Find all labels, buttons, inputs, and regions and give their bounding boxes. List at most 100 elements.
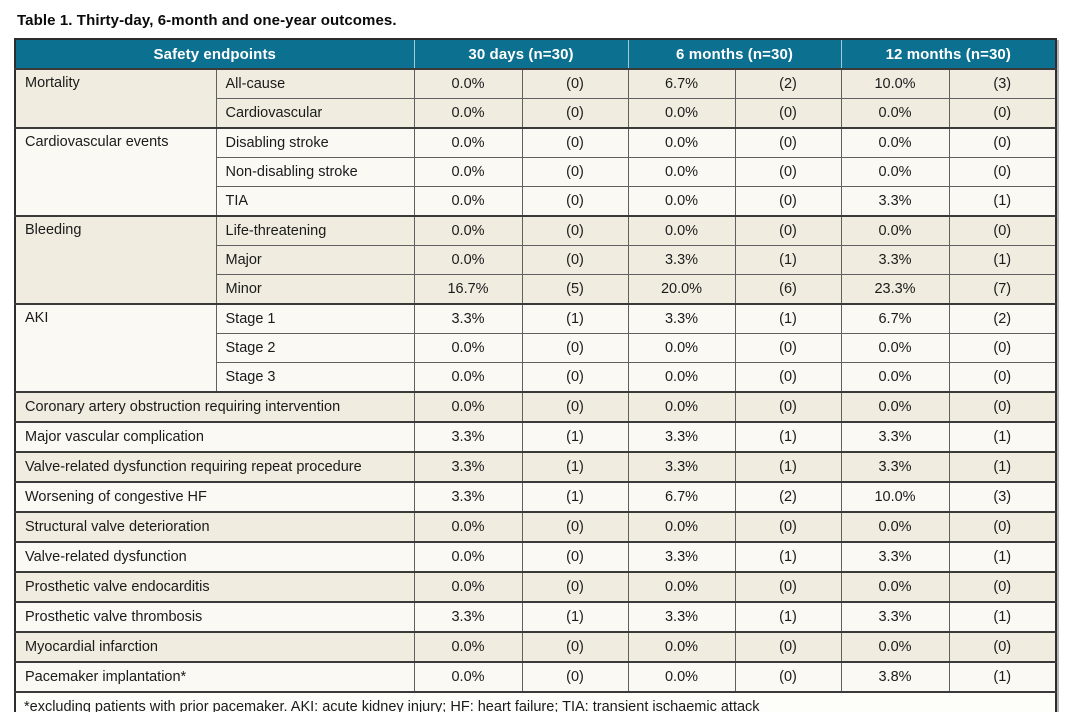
- percent-cell: 3.3%: [627, 451, 736, 483]
- count-cell: (0): [521, 391, 629, 423]
- column-header-safety-endpoints: Safety endpoints: [15, 39, 415, 69]
- percent-cell: 23.3%: [840, 274, 950, 305]
- percent-cell: 3.3%: [627, 303, 736, 334]
- percent-cell: 0.0%: [627, 362, 736, 393]
- table-header-row: Safety endpoints 30 days (n=30) 6 months…: [15, 39, 1057, 69]
- count-cell: (0): [521, 157, 629, 187]
- count-cell: (0): [521, 571, 629, 603]
- percent-cell: 3.3%: [840, 421, 950, 453]
- percent-cell: 3.3%: [413, 481, 523, 513]
- count-cell: (1): [734, 601, 842, 633]
- percent-cell: 3.3%: [840, 245, 950, 275]
- count-cell: (0): [948, 362, 1057, 393]
- category-cell: Bleeding: [14, 215, 217, 305]
- count-cell: (1): [734, 421, 842, 453]
- percent-cell: 0.0%: [627, 333, 736, 363]
- percent-cell: 6.7%: [627, 481, 736, 513]
- table-row: Minor 16.7% (5) 20.0% (6) 23.3% (7): [15, 274, 1057, 305]
- percent-cell: 0.0%: [627, 391, 736, 423]
- count-cell: (2): [948, 303, 1057, 334]
- endpoint-label-cell: Cardiovascular: [215, 98, 415, 129]
- percent-cell: 3.3%: [840, 451, 950, 483]
- count-cell: (0): [521, 186, 629, 217]
- percent-cell: 0.0%: [413, 362, 523, 393]
- count-cell: (3): [948, 481, 1057, 513]
- endpoint-label-cell: Stage 2: [215, 333, 415, 363]
- percent-cell: 0.0%: [840, 98, 950, 129]
- percent-cell: 0.0%: [413, 215, 523, 246]
- percent-cell: 0.0%: [413, 571, 523, 603]
- table-title: Table 1. Thirty-day, 6-month and one-yea…: [17, 12, 397, 29]
- count-cell: (1): [521, 421, 629, 453]
- percent-cell: 0.0%: [840, 631, 950, 663]
- percent-cell: 0.0%: [413, 245, 523, 275]
- count-cell: (0): [521, 631, 629, 663]
- count-cell: (0): [948, 98, 1057, 129]
- count-cell: (0): [734, 127, 842, 158]
- count-cell: (0): [948, 157, 1057, 187]
- count-cell: (7): [948, 274, 1057, 305]
- count-cell: (1): [948, 451, 1057, 483]
- count-cell: (1): [734, 245, 842, 275]
- endpoint-label-cell: Major: [215, 245, 415, 275]
- endpoint-label-cell: Valve-related dysfunction requiring repe…: [14, 451, 415, 483]
- percent-cell: 3.3%: [413, 303, 523, 334]
- count-cell: (0): [948, 215, 1057, 246]
- count-cell: (1): [948, 601, 1057, 633]
- count-cell: (6): [734, 274, 842, 305]
- count-cell: (0): [948, 571, 1057, 603]
- percent-cell: 3.3%: [413, 451, 523, 483]
- percent-cell: 0.0%: [840, 215, 950, 246]
- percent-cell: 0.0%: [840, 157, 950, 187]
- endpoint-label-cell: Non-disabling stroke: [215, 157, 415, 187]
- percent-cell: 0.0%: [413, 157, 523, 187]
- percent-cell: 0.0%: [413, 631, 523, 663]
- count-cell: (0): [948, 333, 1057, 363]
- table-row: Valve-related dysfunction requiring repe…: [14, 451, 1057, 483]
- count-cell: (2): [734, 481, 842, 513]
- count-cell: (0): [521, 215, 629, 246]
- footnote-row: *excluding patients with prior pacemaker…: [14, 691, 1057, 712]
- count-cell: (0): [521, 541, 629, 573]
- percent-cell: 0.0%: [413, 661, 523, 693]
- percent-cell: 0.0%: [627, 186, 736, 217]
- percent-cell: 0.0%: [627, 511, 736, 543]
- table-row: Prosthetic valve endocarditis 0.0% (0) 0.0%…: [14, 571, 1057, 603]
- endpoint-label-cell: Valve-related dysfunction: [14, 541, 415, 573]
- count-cell: (1): [948, 541, 1057, 573]
- percent-cell: 20.0%: [627, 274, 736, 305]
- percent-cell: 0.0%: [413, 127, 523, 158]
- percent-cell: 0.0%: [840, 571, 950, 603]
- category-cell: Cardiovascular events: [14, 127, 217, 217]
- percent-cell: 0.0%: [627, 215, 736, 246]
- endpoint-label-cell: Stage 1: [215, 303, 415, 334]
- endpoint-label-cell: Prosthetic valve endocarditis: [14, 571, 415, 603]
- endpoint-label-cell: Coronary artery obstruction requiring in…: [14, 391, 415, 423]
- table-row: Prosthetic valve thrombosis 3.3% (1) 3.3% (1…: [14, 601, 1057, 633]
- endpoint-label-cell: All-cause: [215, 68, 415, 99]
- table-row: Major vascular complication 3.3% (1) 3.3% (1…: [14, 421, 1057, 453]
- count-cell: (1): [734, 541, 842, 573]
- percent-cell: 0.0%: [413, 98, 523, 129]
- table-row: TIA 0.0% (0) 0.0% (0) 3.3% (1): [15, 186, 1057, 217]
- percent-cell: 3.3%: [627, 601, 736, 633]
- count-cell: (1): [948, 661, 1057, 693]
- count-cell: (1): [734, 303, 842, 334]
- count-cell: (0): [734, 631, 842, 663]
- count-cell: (0): [734, 362, 842, 393]
- percent-cell: 0.0%: [627, 571, 736, 603]
- count-cell: (1): [521, 451, 629, 483]
- column-header-12-months: 12 months (n=30): [840, 39, 1057, 69]
- percent-cell: 0.0%: [840, 511, 950, 543]
- percent-cell: 0.0%: [413, 333, 523, 363]
- count-cell: (0): [734, 186, 842, 217]
- endpoint-label-cell: Disabling stroke: [215, 127, 415, 158]
- table-row: Pacemaker implantation* 0.0% (0) 0.0% (0) 3.8…: [14, 661, 1057, 693]
- endpoint-label-cell: Pacemaker implantation*: [14, 661, 415, 693]
- count-cell: (1): [734, 451, 842, 483]
- count-cell: (1): [948, 421, 1057, 453]
- count-cell: (0): [948, 511, 1057, 543]
- table-footnote: *excluding patients with prior pacemaker…: [14, 691, 1057, 712]
- count-cell: (0): [948, 391, 1057, 423]
